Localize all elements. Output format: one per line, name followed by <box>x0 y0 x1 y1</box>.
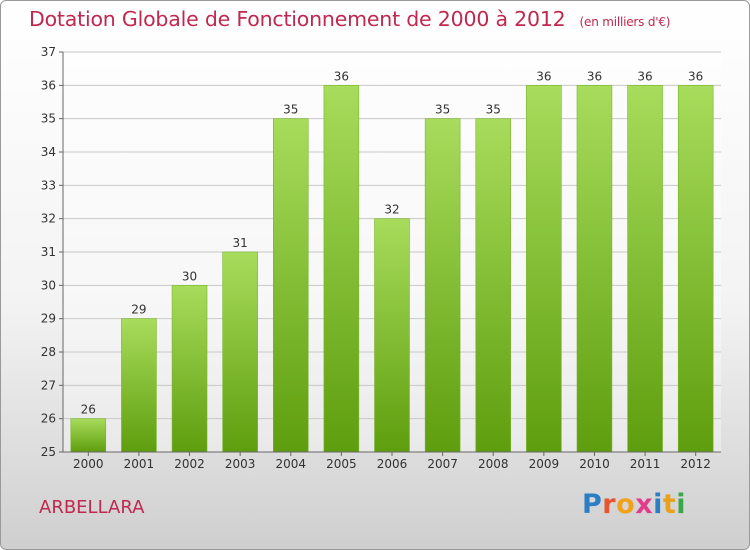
y-tick-label: 31 <box>41 245 56 259</box>
bar-2005 <box>323 85 360 453</box>
data-label-2005: 36 <box>334 69 349 83</box>
bar-2003 <box>222 251 258 453</box>
y-tick-label: 36 <box>41 78 56 92</box>
logo-letter: o <box>616 489 636 520</box>
x-tick-label: 2003 <box>225 457 256 471</box>
bar-2010 <box>576 85 613 453</box>
logo-letter: i <box>676 489 687 520</box>
data-label-2007: 35 <box>435 103 450 117</box>
bar-2009 <box>526 85 562 453</box>
x-tick-label: 2011 <box>630 457 661 471</box>
logo-letter: r <box>602 489 617 520</box>
y-tick-label: 37 <box>41 45 56 59</box>
y-tick-label: 27 <box>41 378 56 392</box>
x-tick-label: 2001 <box>124 457 155 471</box>
data-label-2012: 36 <box>688 69 703 83</box>
y-tick-label: 28 <box>41 345 56 359</box>
x-tick-label: 2000 <box>73 457 104 471</box>
chart-title: Dotation Globale de Fonctionnement de 20… <box>29 7 670 31</box>
y-tick-label: 34 <box>41 145 56 159</box>
logo-letter: t <box>662 489 677 520</box>
bar-2007 <box>424 118 461 453</box>
logo-letter: x <box>635 489 654 520</box>
commune-name: ARBELLARA <box>39 497 145 518</box>
logo-letter: P <box>582 489 603 520</box>
data-label-2011: 36 <box>637 69 652 83</box>
data-label-2002: 30 <box>182 269 197 283</box>
x-tick-label: 2004 <box>275 457 306 471</box>
x-tick-label: 2009 <box>529 457 560 471</box>
proxiti-logo[interactable]: Proxiti <box>582 489 686 520</box>
data-label-2009: 36 <box>536 69 551 83</box>
data-label-2000: 26 <box>81 403 96 417</box>
bar-2006 <box>374 218 410 453</box>
bar-2008 <box>475 118 511 453</box>
bar-2002 <box>171 285 208 453</box>
y-tick-label: 32 <box>41 212 56 226</box>
x-tick-label: 2007 <box>427 457 458 471</box>
y-tick-label: 25 <box>41 445 56 459</box>
chart-title-text: Dotation Globale de Fonctionnement de 20… <box>29 7 566 31</box>
x-tick-label: 2006 <box>377 457 408 471</box>
data-label-2001: 29 <box>131 303 146 317</box>
x-tick-label: 2005 <box>326 457 357 471</box>
x-tick-label: 2010 <box>579 457 610 471</box>
data-label-2004: 35 <box>283 103 298 117</box>
data-label-2010: 36 <box>587 69 602 83</box>
bar-2001 <box>121 318 157 453</box>
data-label-2008: 35 <box>486 103 501 117</box>
chart-unit: (en milliers d'€) <box>579 15 671 29</box>
x-tick-label: 2008 <box>478 457 509 471</box>
y-tick-label: 33 <box>41 178 56 192</box>
y-tick-label: 29 <box>41 312 56 326</box>
y-tick-label: 30 <box>41 278 56 292</box>
data-label-2003: 31 <box>233 236 248 250</box>
logo-letter: i <box>653 489 663 520</box>
data-label-2006: 32 <box>384 203 399 217</box>
y-tick-label: 35 <box>41 112 56 126</box>
x-tick-label: 2002 <box>174 457 205 471</box>
bar-2012 <box>677 85 714 453</box>
bar-2011 <box>627 85 663 453</box>
y-tick-label: 26 <box>41 412 56 426</box>
bar-2004 <box>273 118 309 453</box>
x-tick-label: 2012 <box>680 457 711 471</box>
bar-2000 <box>70 418 107 453</box>
